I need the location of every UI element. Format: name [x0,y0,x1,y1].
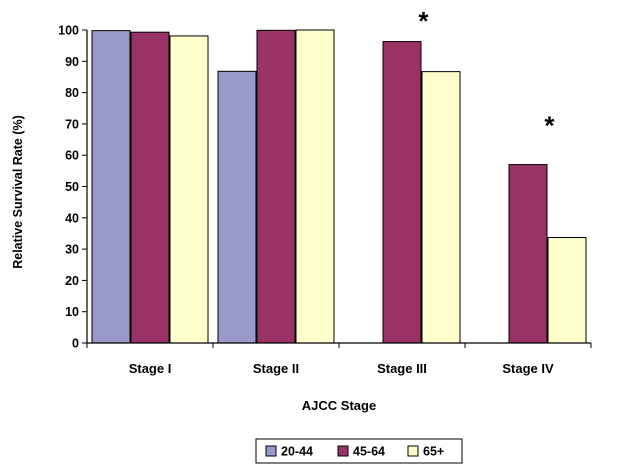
x-tick-label: Stage III [377,361,427,376]
x-tick-label: Stage II [253,361,299,376]
legend-label: 45-64 [353,445,385,459]
y-tick-label: 40 [65,211,79,225]
significance-asterisk: * [544,111,555,141]
y-axis-title: Relative Survival Rate (%) [11,115,25,269]
significance-annotations: ** [418,6,555,141]
x-tick-label: Stage I [129,361,172,376]
legend: 20-44 45-64 65+ [255,438,463,464]
bar-20-44-stage-i [91,30,131,344]
bar-45-64-stage-iv [508,164,548,344]
legend-label: 65+ [423,445,444,459]
bar-65+-stage-ii [295,29,335,344]
bar-65+-stage-i [169,35,209,344]
legend-box [255,438,463,464]
bar-series [91,29,587,344]
bar-45-64-stage-i [130,31,170,344]
significance-asterisk: * [418,6,429,36]
y-tick-label: 20 [65,274,79,288]
x-axis-title: AJCC Stage [302,398,376,413]
y-tick-label: 30 [65,243,79,257]
legend-swatch-45-64 [337,445,349,457]
x-tick-label: Stage IV [502,361,554,376]
y-tick-label: 90 [65,55,79,69]
y-tick-label: 100 [58,24,79,38]
bar-65+-stage-iv [547,237,587,344]
legend-label: 20-44 [281,445,313,459]
bar-45-64-stage-iii [382,41,422,344]
y-tick-label: 80 [65,86,79,100]
y-tick-label: 10 [65,305,79,319]
y-tick-label: 0 [72,337,79,351]
legend-swatch-20-44 [265,445,277,457]
bar-20-44-stage-ii [217,70,257,344]
y-axis-title-group: Relative Survival Rate (%) [11,115,25,269]
bar-65+-stage-iii [421,71,461,344]
y-tick-label: 60 [65,149,79,163]
y-tick-label: 70 [65,117,79,131]
bar-45-64-stage-ii [256,29,296,344]
x-axis-ticks: Stage I Stage II Stage III Stage IV [86,343,592,376]
y-tick-label: 50 [65,180,79,194]
y-axis-ticks: 0 10 20 30 40 50 60 70 80 90 100 [58,24,87,351]
legend-swatch-65+ [407,445,419,457]
